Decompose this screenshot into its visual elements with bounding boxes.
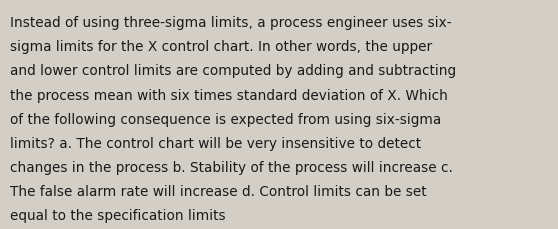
Text: the process mean with six times standard deviation of X. Which: the process mean with six times standard… xyxy=(10,88,448,102)
Text: changes in the process b. Stability of the process will increase c.: changes in the process b. Stability of t… xyxy=(10,160,453,174)
Text: of the following consequence is expected from using six-sigma: of the following consequence is expected… xyxy=(10,112,441,126)
Text: Instead of using three-sigma limits, a process engineer uses six-: Instead of using three-sigma limits, a p… xyxy=(10,16,451,30)
Text: sigma limits for the X control chart. In other words, the upper: sigma limits for the X control chart. In… xyxy=(10,40,432,54)
Text: equal to the specification limits: equal to the specification limits xyxy=(10,208,225,222)
Text: The false alarm rate will increase d. Control limits can be set: The false alarm rate will increase d. Co… xyxy=(10,184,427,198)
Text: limits? a. The control chart will be very insensitive to detect: limits? a. The control chart will be ver… xyxy=(10,136,421,150)
Text: and lower control limits are computed by adding and subtracting: and lower control limits are computed by… xyxy=(10,64,456,78)
